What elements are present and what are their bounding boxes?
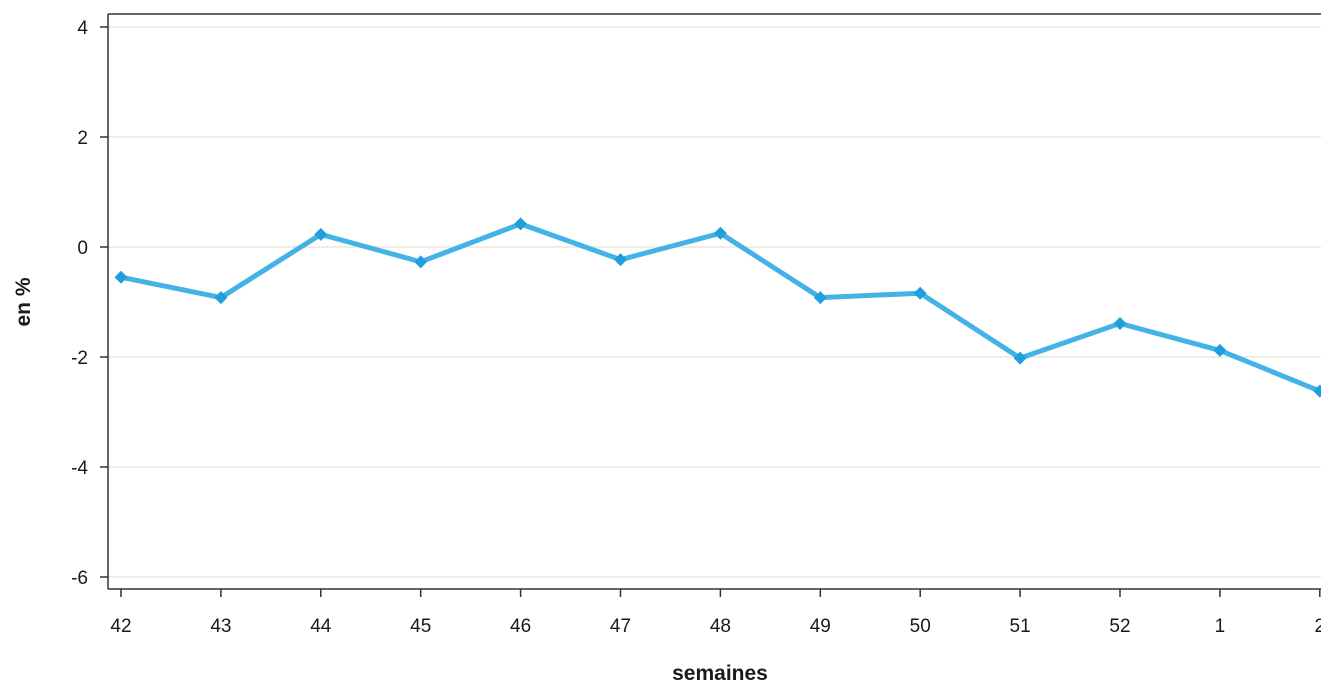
x-ticks: 42 43 44 45 46 47 48 49 50 51 52 1 2 [110, 589, 1321, 637]
axes [107, 13, 1321, 590]
data-point-marker [114, 270, 128, 284]
x-tick-label: 50 [910, 616, 931, 637]
data-point-marker [1313, 384, 1321, 398]
x-tick-label: 52 [1109, 616, 1130, 637]
x-tick-label: 48 [710, 616, 731, 637]
x-tick-label: 46 [510, 616, 531, 637]
x-tick-label: 1 [1215, 616, 1226, 637]
x-tick-label: 2 [1315, 616, 1321, 637]
data-point-marker [414, 255, 428, 269]
y-ticks: 4 2 0 -2 -4 -6 [71, 18, 108, 589]
data-point-marker [1013, 351, 1027, 365]
data-point-marker [614, 253, 627, 267]
series-line-path [118, 221, 1321, 394]
gridlines [109, 26, 1321, 578]
data-point-marker [1113, 316, 1127, 330]
y-axis-title: en % [12, 277, 35, 326]
x-tick-label: 49 [810, 616, 831, 637]
data-point-marker [913, 286, 927, 300]
data-point-marker [314, 227, 328, 241]
y-tick-label: -6 [71, 568, 88, 589]
data-point-marker [713, 226, 727, 240]
x-axis-title: semaines [672, 662, 768, 683]
x-tick-label: 51 [1010, 616, 1031, 637]
x-tick-label: 47 [610, 616, 631, 637]
data-point-marker [1213, 343, 1227, 357]
y-tick-label: 4 [77, 18, 88, 39]
y-tick-label: 0 [77, 238, 88, 259]
series-markers [114, 217, 1321, 398]
y-tick-label: 2 [77, 128, 88, 149]
data-point-marker [813, 291, 827, 305]
y-tick-label: -2 [71, 348, 88, 369]
data-point-marker [514, 217, 528, 231]
y-tick-label: -4 [71, 458, 88, 479]
data-point-marker [214, 291, 228, 305]
x-tick-label: 43 [210, 616, 231, 637]
x-tick-label: 45 [410, 616, 431, 637]
x-tick-label: 42 [110, 616, 131, 637]
x-tick-label: 44 [310, 616, 332, 637]
series-line [118, 221, 1321, 394]
